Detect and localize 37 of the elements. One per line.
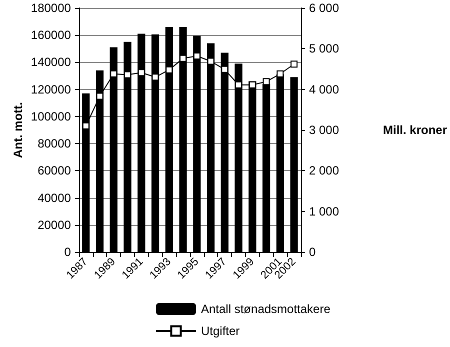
point <box>82 122 90 130</box>
legend-label: Utgifter <box>201 324 240 338</box>
point <box>262 78 270 86</box>
point <box>248 81 256 88</box>
y2-tick-label: 1 000 <box>308 204 340 218</box>
y2-tick-label: 6 000 <box>308 1 340 15</box>
point <box>138 69 145 76</box>
point <box>193 52 200 60</box>
y2-axis-title: Mill. kroner <box>382 123 448 137</box>
point <box>152 74 159 81</box>
point <box>110 70 118 78</box>
point <box>96 92 104 100</box>
point <box>221 66 228 73</box>
point <box>290 60 298 68</box>
y2-tick-label: 5 000 <box>308 42 340 56</box>
y-tick-label: 140000 <box>30 55 72 70</box>
y2-tick-label: 2 000 <box>308 164 340 178</box>
y-tick-label: 120000 <box>30 82 72 96</box>
point <box>235 81 242 88</box>
y2-tick-label: 0 <box>308 245 316 259</box>
y2-tick-label: 3 000 <box>308 123 340 137</box>
y-tick-label: 60000 <box>38 164 72 178</box>
y-tick-label: 80000 <box>38 136 72 151</box>
y2-tick-label: 4 000 <box>308 82 340 96</box>
y-tick-label: 0 <box>64 245 72 259</box>
y-tick-label: 160000 <box>30 28 72 42</box>
point <box>166 66 173 74</box>
y-tick-label: 100000 <box>30 109 72 124</box>
y-tick-label: 180000 <box>30 1 72 15</box>
y-axis-title: Ant. mott. <box>10 102 25 158</box>
y-tick-label: 40000 <box>38 190 72 205</box>
y-tick-label: 20000 <box>38 218 72 232</box>
point <box>276 70 284 78</box>
point <box>207 58 214 65</box>
point <box>124 71 132 78</box>
legend-label: Antall stønadsmottakere <box>201 302 331 316</box>
point <box>180 54 187 62</box>
